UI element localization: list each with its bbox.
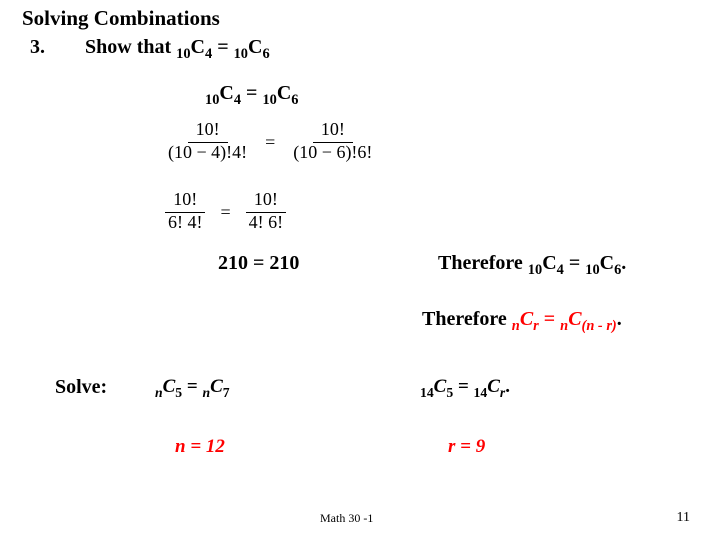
frac-1-left-num: 10! (188, 120, 228, 143)
s2-n2: 14 (474, 385, 488, 400)
frac-2-left-den: 6! 4! (160, 213, 211, 235)
c-k2: 6 (262, 46, 269, 62)
solve-answer-1: n = 12 (175, 436, 225, 458)
ans1-lhs: n (175, 436, 186, 457)
ans2-lhs: r (448, 436, 455, 457)
frac-2-left: 10! 6! 4! (160, 190, 211, 235)
t1-n1: 10 (528, 262, 542, 278)
c-n1: 10 (176, 46, 190, 62)
therefore-1-lead: Therefore (438, 252, 528, 274)
working-line-1: 10C4 = 10C6 (205, 82, 299, 109)
g-n1: n (512, 318, 520, 334)
page-number: 11 (677, 510, 690, 526)
numeric-result: 210 = 210 (218, 252, 299, 275)
g-nr: (n - r) (582, 318, 617, 334)
s1-k1: 5 (175, 385, 182, 400)
c-n2: 10 (234, 46, 248, 62)
w1-n1: 10 (205, 92, 219, 108)
g-n2: n (560, 318, 568, 334)
solve-label: Solve: (55, 376, 107, 399)
therefore-2-lead: Therefore (422, 308, 512, 330)
solve-answer-2: r = 9 (448, 436, 485, 458)
conclusion-1: Therefore 10C4 = 10C6. (438, 252, 626, 279)
s2-n1: 14 (420, 385, 434, 400)
conclusion-2: Therefore nCr = nC(n - r). (422, 308, 622, 335)
s2-k1: 5 (446, 385, 453, 400)
fraction-row-2: 10! 6! 4! = 10! 4! 6! (160, 190, 291, 235)
equals-2: = (221, 202, 231, 223)
s2-k2: r (500, 385, 505, 400)
c-k1: 4 (205, 46, 212, 62)
ans1-rhs: 12 (206, 436, 225, 457)
t1-k2: 6 (614, 262, 621, 278)
frac-1-right-den: (10 − 6)!6! (285, 143, 380, 165)
result-lhs: 210 (218, 252, 248, 274)
s1-n2: n (202, 385, 210, 400)
question-number: 3. (30, 36, 45, 59)
w1-k1: 4 (234, 92, 241, 108)
g-r1: r (533, 318, 539, 334)
frac-2-right-den: 4! 6! (241, 213, 292, 235)
page-title: Solving Combinations (22, 6, 220, 31)
frac-1-left: 10! (10 − 4)!4! (160, 120, 255, 165)
prompt-lead: Show that (85, 36, 176, 58)
frac-1-right-num: 10! (313, 120, 353, 143)
fraction-row-1: 10! (10 − 4)!4! = 10! (10 − 6)!6! (160, 120, 380, 165)
s1-k2: 7 (223, 385, 230, 400)
frac-1-left-den: (10 − 4)!4! (160, 143, 255, 165)
frac-2-left-num: 10! (165, 190, 205, 213)
equals-1: = (265, 132, 275, 153)
frac-2-right-num: 10! (246, 190, 286, 213)
solve-equation-2: 14C5 = 14Cr. (420, 376, 510, 401)
s1-n1: n (155, 385, 163, 400)
result-rhs: 210 (269, 252, 299, 274)
question-prompt: Show that 10C4 = 10C6 (85, 36, 270, 63)
ans2-rhs: 9 (476, 436, 486, 457)
t1-n2: 10 (585, 262, 599, 278)
w1-k2: 6 (291, 92, 298, 108)
frac-1-right: 10! (10 − 6)!6! (285, 120, 380, 165)
footer-text: Math 30 -1 (320, 511, 373, 526)
w1-n2: 10 (262, 92, 276, 108)
frac-2-right: 10! 4! 6! (241, 190, 292, 235)
t1-k1: 4 (557, 262, 564, 278)
solve-equation-1: nC5 = nC7 (155, 376, 230, 401)
